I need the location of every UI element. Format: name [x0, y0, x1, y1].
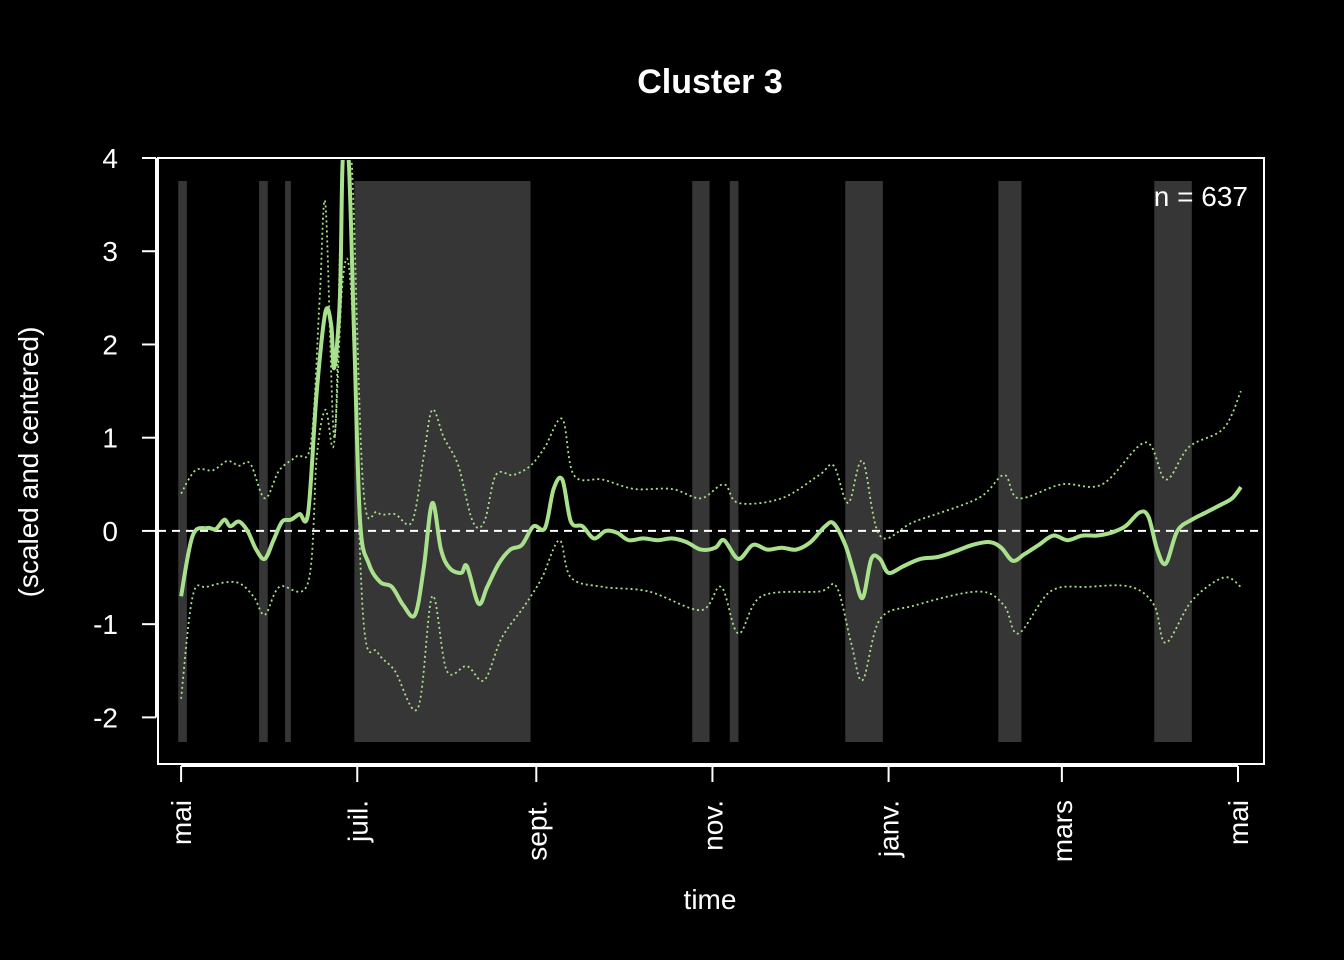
y-tick-label: 2 — [102, 329, 118, 360]
x-tick-label: juil. — [342, 800, 373, 843]
shaded-period-6 — [729, 181, 739, 742]
shaded-period-2 — [259, 181, 268, 742]
x-tick-label: mars — [1047, 800, 1078, 862]
x-axis-label: time — [684, 884, 737, 915]
y-tick-label: -1 — [93, 609, 118, 640]
series-group — [179, 160, 1243, 712]
shaded-period-7 — [845, 181, 883, 742]
x-tick-label: janv. — [874, 800, 905, 858]
shaded-period-5 — [692, 181, 710, 742]
y-tick-label: -2 — [93, 702, 118, 733]
y-tick-label: 4 — [102, 143, 118, 174]
series-lower-band — [180, 257, 1242, 712]
x-tick-label: sept. — [521, 800, 552, 861]
x-tick-label: mai — [166, 800, 197, 845]
series-upper-band — [180, 160, 1242, 540]
shaded-period-9 — [1154, 181, 1192, 742]
n-annotation: n = 637 — [1154, 181, 1248, 212]
y-tick-label: 0 — [102, 516, 118, 547]
y-tick-label: 1 — [102, 423, 118, 454]
y-tick-label: 3 — [102, 236, 118, 267]
y-axis: -2 -1 0 1 2 3 4 — [93, 143, 157, 733]
y-axis-label: (scaled and centered) — [13, 327, 44, 598]
chart-title: Cluster 3 — [637, 63, 783, 101]
x-tick-label: nov. — [697, 800, 728, 851]
shaded-periods — [178, 181, 1192, 742]
series-mean — [179, 160, 1243, 619]
plot-frame — [157, 157, 1265, 765]
shaded-period-1 — [178, 181, 187, 742]
x-axis: mai juil. sept. nov. janv. mars mai — [166, 765, 1254, 862]
x-tick-label: mai — [1223, 800, 1254, 845]
shaded-period-8 — [998, 181, 1022, 742]
